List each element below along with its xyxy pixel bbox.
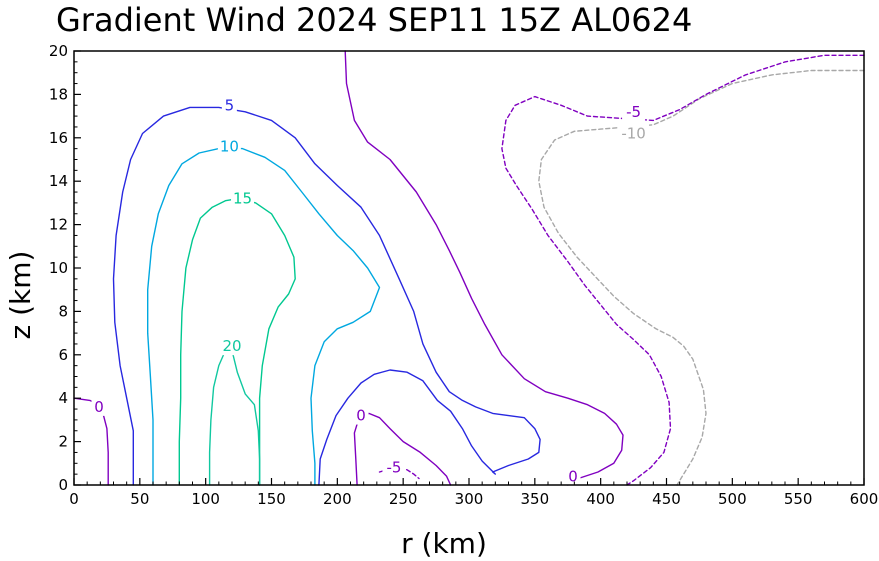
- x-tick-label: 600: [850, 490, 879, 508]
- contour-label-bg: [221, 96, 237, 115]
- contour-line: [501, 54, 865, 486]
- contour-label: 15: [233, 190, 252, 208]
- contour-line: [208, 349, 261, 486]
- contour-layer: -10 -5 -5 0 0 0 5 10 15 20: [73, 50, 865, 486]
- y-tick-label: 4: [58, 389, 68, 407]
- contour-line: [112, 106, 541, 486]
- x-axis: 0 50 100 150 200 250 300 350 400 450 500 550 600: [69, 478, 878, 508]
- y-tick-label: 10: [49, 259, 68, 277]
- y-tick-label: 18: [49, 85, 68, 103]
- contour-label: -5: [626, 103, 641, 121]
- y-tick-label: 12: [49, 216, 68, 234]
- contour-label-bg: [618, 124, 650, 143]
- contour-label-bg: [622, 102, 646, 121]
- chart-title: Gradient Wind 2024 SEP11 15Z AL0624: [56, 1, 692, 39]
- contour-label: -5: [386, 459, 401, 477]
- contour-label-bg: [382, 458, 406, 477]
- contour-line: [538, 69, 865, 486]
- contour-label: 0: [568, 467, 578, 485]
- contour-label: 20: [222, 337, 241, 355]
- y-tick-label: 20: [49, 42, 68, 60]
- y-tick-label: 14: [49, 172, 68, 190]
- plot-frame: [73, 50, 865, 486]
- y-tick-label: 8: [58, 302, 68, 320]
- contour-label-bg: [91, 397, 107, 416]
- x-tick-label: 50: [130, 490, 149, 508]
- x-tick-label: 450: [652, 490, 681, 508]
- x-tick-label: 250: [389, 490, 418, 508]
- contour-label: 5: [225, 96, 235, 114]
- x-axis-label: r (km): [401, 527, 487, 560]
- contour-line: [344, 50, 624, 486]
- contour-label-bg: [220, 337, 244, 356]
- contour-label: 0: [356, 407, 366, 425]
- x-tick-label: 400: [586, 490, 615, 508]
- contour-line: [147, 147, 381, 486]
- y-tick-label: 6: [58, 346, 68, 364]
- y-axis-label: z (km): [4, 251, 37, 340]
- contour-label: 0: [94, 398, 104, 416]
- y-tick-label: 0: [58, 476, 68, 494]
- y-axis: 0 2 4 6 8 10 12 14 16 18 20: [49, 42, 81, 494]
- x-tick-label: 550: [784, 490, 813, 508]
- x-tick-label: 300: [455, 490, 484, 508]
- contour-label: 10: [220, 137, 239, 155]
- x-tick-label: 500: [718, 490, 747, 508]
- contour-label-bg: [231, 189, 255, 208]
- contour-line: [353, 412, 452, 486]
- y-tick-label: 16: [49, 129, 68, 147]
- contour-label-bg: [217, 137, 241, 156]
- x-tick-label: 0: [69, 490, 79, 508]
- contour-label-bg: [565, 467, 581, 486]
- x-tick-label: 350: [521, 490, 550, 508]
- contour-line: [178, 197, 296, 486]
- x-tick-label: 150: [257, 490, 286, 508]
- contour-label-bg: [353, 406, 369, 425]
- contour-label: -10: [621, 124, 646, 142]
- x-tick-label: 100: [191, 490, 220, 508]
- y-tick-label: 2: [58, 433, 68, 451]
- x-tick-label: 200: [323, 490, 352, 508]
